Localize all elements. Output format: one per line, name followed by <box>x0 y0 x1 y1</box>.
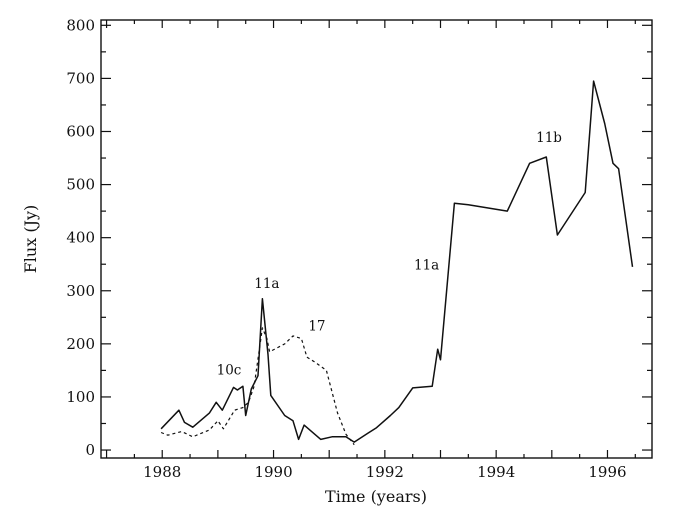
annotation-label: 11b <box>536 130 562 146</box>
x-tick-label: 1992 <box>366 463 404 481</box>
y-tick-label: 600 <box>66 122 95 140</box>
annotations: 10c 11a 17 11a 11b <box>217 130 562 379</box>
x-tick-label: 1994 <box>477 463 515 481</box>
y-tick-label: 400 <box>66 229 95 247</box>
dashed-series-line <box>160 327 355 446</box>
annotation-label: 11a <box>254 276 279 292</box>
plot-series <box>160 80 634 446</box>
y-tick-label: 100 <box>66 388 95 406</box>
annotation-label: 11a <box>414 258 439 274</box>
y-tick-label: 300 <box>66 282 95 300</box>
plot-frame <box>100 19 653 459</box>
y-tick-label: 500 <box>66 176 95 194</box>
annotation-label: 17 <box>308 319 325 335</box>
x-tick-label: 1988 <box>143 463 181 481</box>
y-tick-label: 0 <box>85 441 95 459</box>
y-tick-label: 800 <box>66 16 95 34</box>
y-axis-title: Flux (Jy) <box>21 205 40 274</box>
x-tick-label: 1990 <box>254 463 292 481</box>
solid-series-line <box>160 80 634 443</box>
y-tick-label: 700 <box>66 69 95 87</box>
annotation-label: 10c <box>217 363 242 379</box>
x-tick-label: 1996 <box>588 463 626 481</box>
x-axis: 1988 1990 1992 1994 1996 <box>105 20 636 481</box>
x-axis-title: Time (years) <box>325 487 427 506</box>
y-axis: 0 100 200 300 400 500 600 700 800 <box>66 16 652 459</box>
y-tick-label: 200 <box>66 335 95 353</box>
